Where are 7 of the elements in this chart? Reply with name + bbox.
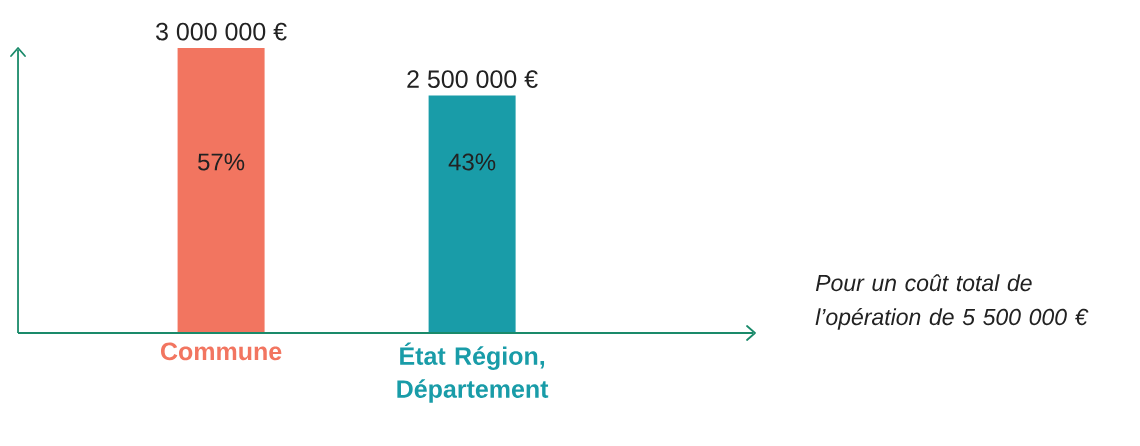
text: Pour un coût total de l’opération de 5 500 000 € <box>815 274 1089 330</box>
data-label: 2 500 000 € <box>407 70 538 88</box>
annotation: 57% <box>198 153 245 171</box>
x-tick-label: Commune <box>160 342 282 361</box>
annotation: 43% <box>448 153 496 171</box>
x-tick-label: État Région, Département <box>397 342 549 403</box>
data-label: 3 000 000 € <box>156 22 287 41</box>
